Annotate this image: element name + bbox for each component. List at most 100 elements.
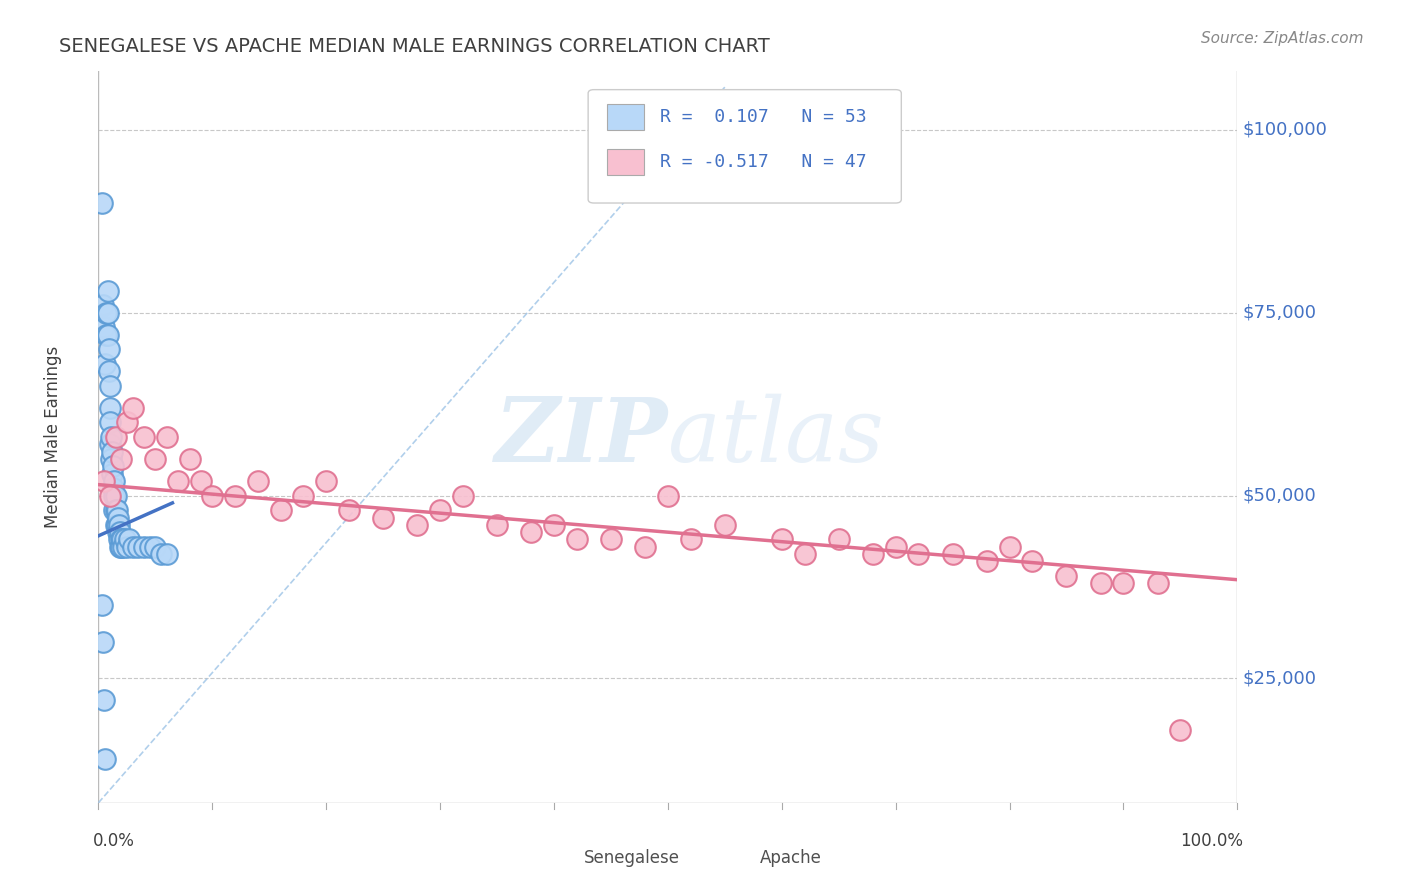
Point <box>103 481 125 495</box>
Point <box>1112 576 1135 591</box>
Text: SENEGALESE VS APACHE MEDIAN MALE EARNINGS CORRELATION CHART: SENEGALESE VS APACHE MEDIAN MALE EARNING… <box>59 37 769 56</box>
Point <box>103 489 125 503</box>
Text: Source: ZipAtlas.com: Source: ZipAtlas.com <box>1201 31 1364 46</box>
Point <box>101 444 124 458</box>
Point <box>315 474 337 488</box>
Point <box>634 540 657 554</box>
Point <box>406 517 429 532</box>
FancyBboxPatch shape <box>588 90 901 203</box>
Point <box>1090 576 1112 591</box>
Point <box>451 489 474 503</box>
Point <box>98 401 121 415</box>
Point <box>98 416 121 430</box>
Point <box>167 474 190 488</box>
Point <box>156 547 179 561</box>
Bar <box>607 149 644 175</box>
Point <box>105 517 128 532</box>
Point <box>246 474 269 488</box>
Point <box>543 517 565 532</box>
Point <box>110 533 132 547</box>
Point <box>115 416 138 430</box>
Text: 100.0%: 100.0% <box>1180 832 1243 850</box>
Point <box>657 489 679 503</box>
Point <box>107 510 129 524</box>
Text: $25,000: $25,000 <box>1243 670 1317 688</box>
Point <box>201 489 224 503</box>
Point <box>976 554 998 568</box>
Point <box>104 489 127 503</box>
Point <box>1170 723 1192 737</box>
Point <box>108 540 131 554</box>
Point <box>94 357 117 371</box>
Point <box>108 533 131 547</box>
Point <box>96 306 118 320</box>
Point <box>770 533 793 547</box>
Point <box>138 540 160 554</box>
Point <box>998 540 1021 554</box>
Bar <box>607 103 644 130</box>
Point <box>93 474 115 488</box>
Point <box>96 327 118 342</box>
Point <box>190 474 212 488</box>
Point <box>371 510 394 524</box>
Point <box>145 452 167 467</box>
Text: $50,000: $50,000 <box>1243 487 1317 505</box>
Point <box>97 364 120 378</box>
Text: 0.0%: 0.0% <box>93 832 135 850</box>
Point <box>104 430 127 444</box>
Point <box>121 540 143 554</box>
Point <box>100 430 122 444</box>
Point <box>486 517 509 532</box>
Text: $100,000: $100,000 <box>1243 121 1327 139</box>
Point <box>94 752 117 766</box>
Point <box>91 298 114 312</box>
Point <box>565 533 588 547</box>
Point <box>884 540 907 554</box>
Point <box>91 635 114 649</box>
Point <box>110 540 132 554</box>
Point <box>1054 569 1078 583</box>
Point <box>104 503 127 517</box>
Text: R =  0.107   N = 53: R = 0.107 N = 53 <box>659 108 866 126</box>
Point <box>96 284 118 298</box>
Point <box>337 503 360 517</box>
Text: Senegalese: Senegalese <box>583 848 679 867</box>
Point <box>132 540 155 554</box>
Point <box>107 525 129 540</box>
Point <box>111 533 134 547</box>
Point <box>90 599 112 613</box>
Point <box>108 525 131 540</box>
Text: atlas: atlas <box>668 393 883 481</box>
Point <box>114 533 136 547</box>
Point <box>97 343 120 357</box>
Point <box>103 503 125 517</box>
Point <box>679 533 702 547</box>
Point <box>90 196 112 211</box>
Point <box>156 430 179 444</box>
Point <box>118 533 141 547</box>
Point <box>110 452 132 467</box>
Point <box>93 693 115 707</box>
Point <box>104 517 127 532</box>
Text: R = -0.517   N = 47: R = -0.517 N = 47 <box>659 153 866 171</box>
Text: Median Male Earnings: Median Male Earnings <box>44 346 62 528</box>
Bar <box>731 847 755 869</box>
Point <box>179 452 201 467</box>
Point <box>1021 554 1043 568</box>
Point <box>793 547 815 561</box>
Point <box>103 474 125 488</box>
Bar <box>554 847 579 869</box>
Point <box>1146 576 1168 591</box>
Point <box>145 540 167 554</box>
Point <box>98 489 121 503</box>
Point <box>292 489 315 503</box>
Point <box>100 452 122 467</box>
Point <box>714 517 737 532</box>
Point <box>942 547 965 561</box>
Point <box>96 327 118 342</box>
Point <box>98 379 121 393</box>
Point <box>600 533 623 547</box>
Point <box>108 517 131 532</box>
Point <box>862 547 884 561</box>
Point <box>907 547 929 561</box>
